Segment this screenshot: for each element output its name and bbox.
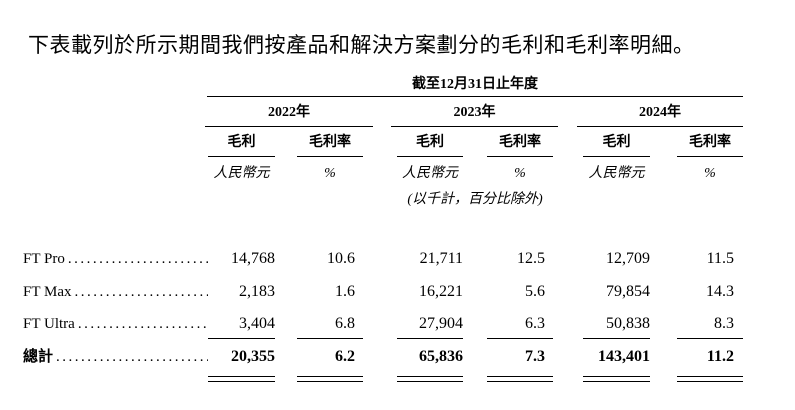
unit-label-rmb: 人民幣元 [213,166,270,181]
rule-double [583,376,650,382]
table-cell: 143,401 [598,348,650,365]
row-label-text: FT Max [23,284,72,300]
col-header-margin: 毛利率 [677,136,743,157]
table-note: (以千計，百分比除外) [407,192,543,207]
table-cell: 3,404 [239,315,275,332]
year-header-2024: 2024年 [577,106,743,127]
year-header-2022: 2022年 [205,106,373,127]
dot-leader: ........................................… [77,316,208,332]
table-cell: 79,854 [606,283,650,300]
table-cell: 5.6 [525,283,545,300]
table-cell: 27,904 [419,315,463,332]
table-cell: 8.3 [714,315,734,332]
rule-double [208,376,275,382]
table-cell: 20,355 [231,348,275,365]
rule-double [297,376,363,382]
table-cell: 21,711 [419,250,463,267]
table-cell: 2,183 [239,283,275,300]
table-cell: 6.2 [335,348,355,365]
rule-single [583,338,650,339]
unit-label-percent: % [324,166,336,181]
row-label: FT Pro..................................… [23,251,208,267]
intro-text: 下表載列於所示期間我們按產品和解決方案劃分的毛利和毛利率明細。 [28,33,695,57]
table-cell: 16,221 [419,283,463,300]
row-label-text: FT Pro [23,251,65,267]
row-label-text: FT Ultra [23,316,75,332]
rule-double [487,376,553,382]
table-cell: 12.5 [517,250,545,267]
row-label-text: 總計 [23,349,54,365]
rule-double [397,376,463,382]
table-cell: 7.3 [525,348,545,365]
rule-double [677,376,743,382]
row-label: FT Ultra................................… [23,316,208,332]
unit-label-percent: % [704,166,716,181]
table-cell: 14.3 [706,283,734,300]
table-cell: 12,709 [606,250,650,267]
dot-leader: ........................................… [56,349,208,365]
unit-label-rmb: 人民幣元 [402,166,458,181]
col-header-gross-profit: 毛利 [583,136,650,157]
rule-single [297,338,363,339]
table-cell: 65,836 [419,348,463,365]
rule-single [208,338,275,339]
col-header-gross-profit: 毛利 [397,136,463,157]
col-header-gross-profit: 毛利 [208,136,275,157]
table-cell: 50,838 [606,315,650,332]
unit-label-percent: % [514,166,526,181]
rule-single [487,338,553,339]
rule-single [677,338,743,339]
table-cell: 10.6 [327,250,355,267]
rule-single [397,338,463,339]
unit-label-rmb: 人民幣元 [588,166,645,181]
table-cell: 11.2 [706,348,734,365]
total-row-label: 總計......................................… [23,349,208,365]
table-cell: 6.8 [335,315,355,332]
period-header: 截至12月31日止年度 [207,78,743,97]
col-header-margin: 毛利率 [487,136,553,157]
dot-leader: ........................................… [74,284,208,300]
table-cell: 6.3 [525,315,545,332]
col-header-margin: 毛利率 [297,136,363,157]
dot-leader: ........................................… [67,251,208,267]
table-cell: 14,768 [231,250,275,267]
table-cell: 11.5 [706,250,734,267]
row-label: FT Max..................................… [23,284,208,300]
table-cell: 1.6 [335,283,355,300]
year-header-2023: 2023年 [391,106,558,127]
